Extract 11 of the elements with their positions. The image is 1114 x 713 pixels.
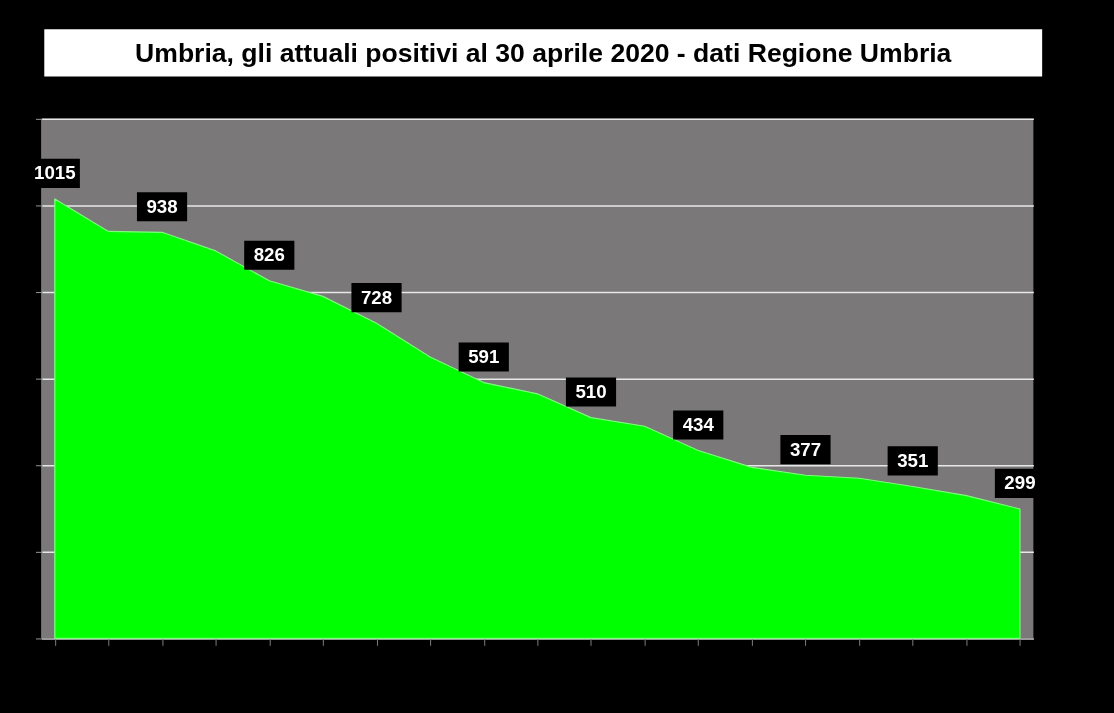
data-label: 826 (253, 244, 285, 266)
data-label: 728 (360, 286, 393, 308)
data-label: 938 (146, 195, 178, 217)
data-label: 434 (682, 413, 715, 435)
data-label: 510 (575, 380, 607, 402)
data-label: 351 (897, 449, 929, 471)
data-label: 299 (1004, 472, 1036, 494)
data-label: 591 (468, 345, 500, 367)
data-label: 1015 (34, 162, 76, 184)
chart-title: Umbria, gli attuali positivi al 30 aprile 2020 - dati Regione Umbria (135, 37, 952, 68)
data-label: 377 (789, 438, 822, 460)
